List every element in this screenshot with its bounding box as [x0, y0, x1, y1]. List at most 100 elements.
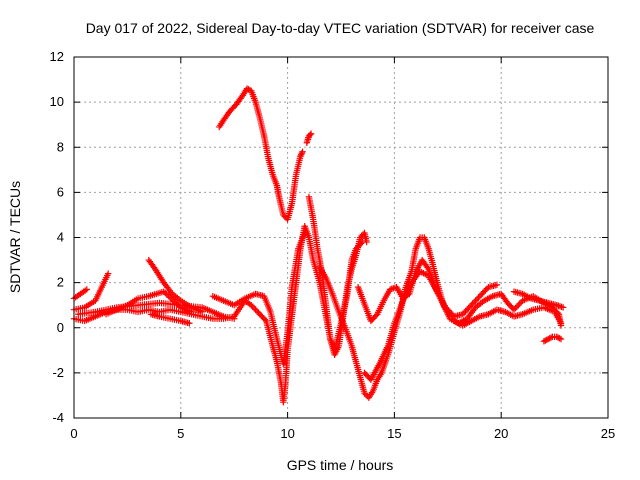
data-points	[70, 85, 567, 406]
data-marker	[470, 298, 478, 306]
data-marker	[372, 312, 380, 319]
data-point	[280, 211, 287, 219]
data-point	[468, 301, 475, 309]
data-point	[510, 306, 518, 313]
y-tick-label-3: 2	[57, 275, 64, 290]
data-marker	[443, 305, 451, 313]
data-marker	[480, 288, 488, 295]
data-marker	[245, 86, 252, 93]
data-marker	[466, 303, 474, 310]
data-marker	[517, 298, 525, 306]
y-axis-label: SDTVAR / TECUs	[7, 181, 23, 293]
data-marker	[478, 291, 485, 298]
data-marker	[446, 308, 454, 316]
data-marker	[252, 306, 259, 313]
data-point	[297, 153, 304, 160]
series-s10	[303, 130, 315, 146]
data-point	[476, 292, 484, 300]
data-marker	[465, 304, 472, 312]
data-point	[198, 308, 206, 316]
data-point	[544, 335, 552, 343]
y-tick-label-7: 10	[50, 94, 64, 109]
data-point	[104, 270, 112, 277]
data-marker	[249, 303, 256, 310]
data-point	[442, 304, 449, 311]
data-point	[301, 229, 308, 237]
data-marker	[250, 304, 258, 312]
data-point	[363, 238, 370, 246]
data-marker	[482, 286, 489, 294]
data-marker	[556, 335, 563, 342]
data-marker	[463, 306, 471, 313]
data-point	[557, 320, 565, 327]
data-marker	[516, 300, 523, 307]
data-marker	[475, 294, 482, 301]
y-tick-label-4: 4	[57, 230, 64, 245]
data-marker	[469, 300, 476, 307]
data-marker	[512, 304, 519, 312]
x-tick-label-3: 15	[387, 426, 401, 441]
x-tick-label-5: 25	[601, 426, 615, 441]
data-point	[248, 301, 255, 309]
data-point	[231, 315, 238, 322]
data-marker	[462, 308, 469, 315]
y-tick-label-8: 12	[50, 49, 64, 64]
data-marker	[479, 289, 486, 297]
x-tick-label-4: 20	[494, 426, 508, 441]
series-s14	[361, 268, 501, 383]
series-s11	[305, 193, 370, 359]
x-tick-label-0: 0	[70, 426, 77, 441]
axis-ticks: 0 5 10 15 20 25 -4 -2 0 2 4 6 8 10 12	[50, 49, 616, 441]
series-s1	[70, 286, 91, 302]
series-s17	[540, 333, 565, 345]
data-point	[299, 148, 306, 155]
data-point	[357, 234, 364, 241]
data-marker	[546, 335, 553, 342]
data-point	[559, 304, 567, 311]
data-point	[307, 130, 315, 137]
plot-frame	[73, 56, 609, 419]
data-marker	[542, 337, 549, 344]
data-marker	[253, 308, 261, 315]
data-marker	[261, 316, 269, 323]
data-marker	[306, 131, 314, 139]
data-marker	[445, 307, 452, 314]
data-marker	[543, 336, 550, 343]
data-marker	[513, 303, 521, 310]
x-tick-label-1: 5	[177, 426, 184, 441]
data-marker	[424, 264, 431, 271]
data-marker	[281, 213, 288, 220]
data-point	[540, 338, 548, 345]
data-marker	[472, 297, 479, 304]
data-marker	[554, 334, 562, 341]
data-marker	[297, 151, 305, 158]
data-marker	[448, 310, 455, 317]
series-s16	[510, 288, 567, 311]
series-s8	[209, 229, 308, 368]
data-marker	[449, 311, 456, 319]
series-s3	[70, 270, 112, 313]
x-tick-label-2: 10	[280, 426, 294, 441]
data-point	[361, 389, 368, 397]
data-point	[493, 281, 501, 289]
data-point	[459, 311, 466, 318]
y-tick-label-2: 0	[57, 320, 64, 335]
series-s7	[147, 311, 193, 327]
grid-lines	[74, 57, 608, 418]
x-axis-label: GPS time / hours	[287, 457, 394, 473]
y-tick-label-6: 8	[57, 139, 64, 154]
data-marker	[460, 309, 468, 316]
series-s15	[451, 304, 565, 329]
data-marker	[473, 295, 481, 303]
data-marker	[298, 150, 306, 157]
data-marker	[547, 334, 555, 341]
y-tick-label-5: 6	[57, 184, 64, 199]
y-tick-label-1: -2	[52, 365, 64, 380]
data-point	[553, 333, 560, 340]
data-marker	[358, 232, 365, 240]
series-s5	[102, 288, 195, 318]
data-point	[83, 286, 91, 293]
series-s6	[145, 256, 206, 316]
data-marker	[515, 301, 522, 309]
